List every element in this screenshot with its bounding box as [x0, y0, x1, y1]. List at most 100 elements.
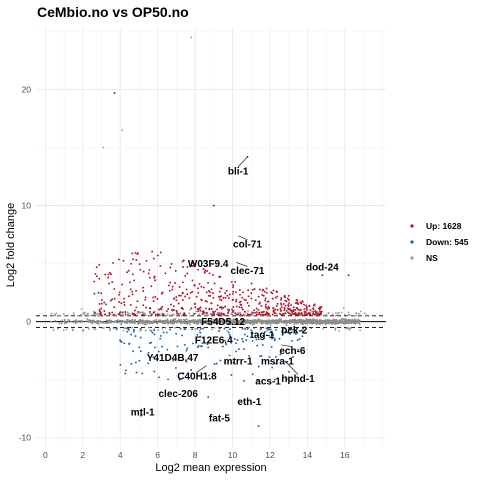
point-ns — [228, 321, 231, 324]
point-down — [241, 338, 244, 340]
point-up — [111, 298, 114, 301]
point-down — [273, 338, 276, 340]
point-ns — [331, 313, 334, 315]
point-up — [206, 312, 209, 315]
point-down — [166, 348, 169, 351]
x-tick-label: 2 — [80, 450, 85, 460]
point-up — [258, 302, 261, 305]
x-axis-ticks: 0 2 4 6 8 10 12 14 16 — [43, 450, 350, 460]
point-ns — [102, 320, 105, 323]
point-up — [178, 294, 181, 297]
point-down — [162, 331, 165, 334]
point-ns — [291, 320, 293, 322]
point-ns — [357, 319, 360, 322]
point-up — [220, 299, 223, 302]
point-down — [292, 356, 294, 358]
point-down — [267, 327, 269, 330]
y-tick-label: -10 — [19, 433, 32, 443]
point-ns — [189, 314, 192, 317]
point-up — [181, 260, 184, 263]
point-up — [201, 313, 204, 315]
point-up — [113, 297, 116, 300]
point-up — [309, 313, 312, 316]
point-up — [231, 308, 234, 311]
point-down — [229, 328, 231, 331]
gene-label-connector — [237, 156, 248, 167]
point-ns — [321, 320, 324, 323]
point-down — [285, 378, 288, 381]
point-down — [153, 333, 156, 336]
point-ns — [113, 321, 116, 324]
point-up — [175, 309, 178, 312]
point-ns — [149, 314, 152, 317]
point-ns — [85, 320, 87, 323]
point-ns — [298, 311, 301, 314]
point-down — [154, 346, 157, 349]
point-down — [262, 334, 265, 337]
point-ns — [84, 314, 87, 317]
point-up — [301, 300, 304, 303]
point-down — [251, 373, 254, 376]
point-down — [174, 366, 177, 369]
point-ns — [123, 320, 125, 323]
point-ns — [119, 319, 122, 322]
point-ns — [346, 327, 349, 330]
point-up — [247, 304, 250, 307]
point-up — [218, 313, 221, 316]
point-up — [204, 307, 207, 310]
point-ns — [256, 322, 258, 325]
point-ns — [122, 329, 125, 332]
point-ns — [166, 320, 169, 322]
point-ns — [240, 319, 243, 321]
point-up — [235, 313, 238, 316]
point-down — [273, 339, 276, 342]
point-down — [207, 346, 210, 349]
point-up — [314, 313, 317, 316]
point-up — [118, 301, 121, 303]
point-ns — [90, 314, 92, 317]
point-up — [172, 297, 175, 300]
point-up — [168, 289, 171, 292]
point-down — [278, 337, 281, 340]
point-up — [264, 299, 267, 302]
point-down — [127, 327, 130, 330]
point-up — [179, 294, 182, 297]
point-up — [157, 313, 160, 316]
point-ns — [222, 319, 225, 322]
point-down — [257, 365, 260, 368]
point-ns — [102, 146, 105, 149]
point-ns — [293, 321, 296, 324]
point-up — [258, 311, 261, 314]
point-ns — [217, 326, 220, 329]
point-ns — [67, 314, 69, 317]
point-up — [135, 259, 138, 261]
point-up — [189, 291, 192, 294]
point-up — [227, 297, 230, 300]
point-ns — [178, 320, 181, 323]
point-ns — [347, 311, 350, 314]
point-ns — [296, 320, 299, 322]
point-ns — [320, 320, 322, 323]
point-ns — [58, 314, 61, 317]
point-down — [241, 327, 244, 330]
point-down — [208, 374, 210, 377]
point-up — [175, 299, 178, 302]
point-up — [137, 310, 140, 313]
point-down — [245, 339, 248, 342]
point-ns — [92, 314, 95, 316]
point-up — [152, 257, 155, 260]
point-down — [284, 330, 287, 333]
point-ns — [284, 320, 287, 323]
point-ns — [170, 320, 173, 322]
point-up — [267, 313, 270, 316]
point-ns — [253, 327, 256, 330]
point-down — [153, 370, 156, 373]
point-up — [250, 282, 253, 285]
point-up — [258, 313, 260, 316]
point-up — [267, 305, 270, 308]
point-up — [100, 292, 103, 295]
point-up — [200, 298, 203, 301]
point-down — [290, 327, 292, 330]
point-up — [232, 286, 235, 289]
point-ns — [170, 314, 172, 317]
